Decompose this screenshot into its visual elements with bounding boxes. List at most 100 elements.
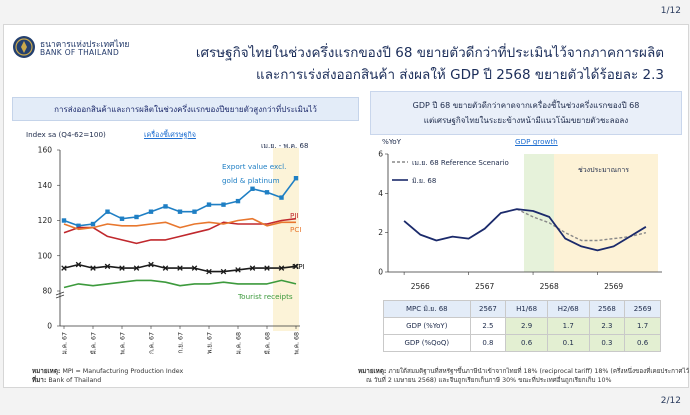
- table-row: GDP (%QoQ) 0.8 0.6 0.1 0.3 0.6: [383, 334, 661, 352]
- series-line-2: [63, 217, 296, 231]
- left-source-label: ที่มา:: [32, 377, 47, 384]
- table-cell: 0.8: [469, 334, 507, 352]
- left-y-tick-label: 80: [42, 287, 52, 296]
- right-unit-label: %YoY: [382, 137, 402, 146]
- right-footnote-text-1: ภายใต้สมมติฐานที่สหรัฐฯขึ้นภาษีนำเข้าจาก…: [386, 368, 690, 375]
- left-x-tick-label: ม.ค. 68: [236, 332, 243, 354]
- gdp-series-line-0: [516, 208, 647, 242]
- mpi-point: [206, 268, 212, 275]
- export-point: [134, 214, 139, 220]
- left-x-tick-label: พ.ค. 67: [120, 332, 127, 354]
- bank-name-english: BANK OF THAILAND: [40, 48, 120, 57]
- bank-name-thai: ธนาคารแห่งประเทศไทย: [40, 40, 130, 50]
- table-cell: 2.5: [469, 317, 507, 335]
- left-footnote-label: หมายเหตุ:: [32, 368, 61, 375]
- mpi-point: [191, 265, 198, 271]
- gdp-growth-link[interactable]: GDP growth: [515, 137, 558, 146]
- mpi-point: [220, 268, 227, 275]
- legend-june-68: มิ.ย. 68: [412, 177, 437, 185]
- table-cell: 0.6: [505, 334, 548, 352]
- table-header-cell: MPC มิ.ย. 68: [383, 300, 471, 318]
- headline-line-2: และการเร่งส่งออกสินค้า ส่งผลให้ GDP ปี 2…: [256, 67, 664, 83]
- table-cell: 0.3: [588, 334, 626, 352]
- right-footnote-label: หมายเหตุ:: [358, 368, 387, 375]
- mpi-point: [162, 265, 169, 271]
- bank-logo: ธนาคารแห่งประเทศไทย BANK OF THAILAND: [12, 35, 132, 61]
- table-header-cell: 2568: [588, 300, 626, 318]
- right-legend: [392, 161, 408, 181]
- legend-tourist: Tourist receipts: [238, 292, 293, 301]
- left-x-tick-label: พ.ย. 67: [207, 332, 214, 354]
- mpi-point: [119, 265, 125, 271]
- headline-line-1: เศรษฐกิจไทยในช่วงครึ่งแรกของปี 68 ขยายตั…: [195, 45, 664, 61]
- left-x-tick-label: พ.ค. 68: [294, 332, 301, 354]
- export-point: [90, 221, 96, 227]
- forecast-range-label: ช่วงประมาณการ: [578, 166, 630, 174]
- legend-pii: PII: [290, 211, 299, 220]
- export-point: [206, 202, 212, 207]
- table-cell: 1.7: [546, 317, 590, 335]
- table-row: GDP (%YoY) 2.5 2.9 1.7 2.3 1.7: [383, 317, 661, 335]
- left-x-tick-label: มี.ค. 68: [264, 332, 272, 354]
- right-y-tick-label: 4: [378, 189, 383, 198]
- export-point: [76, 223, 81, 228]
- table-cell: GDP (%YoY): [383, 317, 471, 335]
- export-point: [293, 176, 299, 181]
- left-index-label: Index sa (Q4-62=100): [26, 130, 106, 139]
- export-point: [148, 209, 154, 214]
- mpi-point: [278, 265, 285, 271]
- table-cell: 2.3: [588, 317, 626, 335]
- export-point: [177, 209, 183, 214]
- right-forecast-band: [554, 154, 658, 272]
- top-bar: 1/12: [0, 0, 690, 24]
- right-y-tick-label: 2: [378, 228, 383, 237]
- left-y-tick-label: 140: [38, 181, 53, 190]
- left-footnote: หมายเหตุ: MPI = Manufacturing Production…: [32, 366, 183, 376]
- export-point: [163, 204, 168, 209]
- mpi-point: [235, 267, 241, 273]
- right-footnote-line-1: หมายเหตุ: ภายใต้สมมติฐานที่สหรัฐฯขึ้นภาษ…: [358, 366, 689, 376]
- right-x-tick-label: 2569: [604, 282, 623, 291]
- left-panel-title: การส่งออกสินค้าและการผลิตในช่วงครึ่งแรกข…: [12, 97, 359, 121]
- right-summary-line-1: GDP ปี 68 ขยายตัวดีกว่าคาดจากเครื่องชี้ใ…: [412, 101, 640, 110]
- export-point: [279, 195, 284, 200]
- table-cell: 0.1: [546, 334, 590, 352]
- right-x-tick-label: 2568: [540, 282, 559, 291]
- table-header-row: MPC มิ.ย. 68 2567 H1/68 H2/68 2568 2569: [383, 300, 661, 318]
- axis-break-mark: [55, 291, 65, 296]
- export-point: [119, 216, 125, 221]
- mpi-point: [90, 265, 96, 271]
- series-line-1: [63, 217, 297, 245]
- legend-export: Export value excl. gold & platinum: [222, 162, 287, 185]
- export-point: [264, 190, 270, 195]
- left-x-tick-label: มี.ค. 67: [90, 332, 98, 354]
- left-source-text: Bank of Thailand: [46, 377, 102, 384]
- page-number-top: 1/12: [660, 6, 681, 16]
- table-cell: 0.6: [624, 334, 661, 352]
- mpi-point: [177, 265, 183, 271]
- legend-reference-scenario: เม.ย. 68 Reference Scenario: [412, 159, 509, 167]
- legend-pci: PCI: [290, 225, 302, 234]
- page-number-bottom: 2/12: [660, 396, 681, 406]
- gdp-series-line-1: [403, 208, 647, 252]
- mpi-point: [133, 265, 140, 271]
- mpi-point: [264, 265, 270, 271]
- export-point: [235, 198, 241, 204]
- left-x-tick-label: ม.ค. 67: [62, 332, 69, 354]
- export-point: [105, 209, 110, 214]
- left-period-label: เม.ย. - พ.ค. 68: [261, 142, 309, 150]
- mpi-point: [293, 263, 299, 270]
- right-x-tick-label: 2567: [475, 282, 494, 291]
- table-header-cell: H2/68: [546, 300, 590, 318]
- left-panel-title-text: การส่งออกสินค้าและการผลิตในช่วงครึ่งแรกข…: [54, 105, 317, 114]
- mpc-forecast-table: MPC มิ.ย. 68 2567 H1/68 H2/68 2568 2569 …: [383, 300, 661, 352]
- left-y-tick-label: 100: [38, 251, 53, 260]
- axis-break-mark: [55, 294, 65, 299]
- bank-seal-icon: [13, 36, 35, 58]
- table-header-cell: 2567: [469, 300, 507, 318]
- mpi-point: [148, 261, 154, 268]
- left-indicators-link[interactable]: เครื่องชี้เศรษฐกิจ: [144, 130, 196, 139]
- export-point: [61, 218, 67, 223]
